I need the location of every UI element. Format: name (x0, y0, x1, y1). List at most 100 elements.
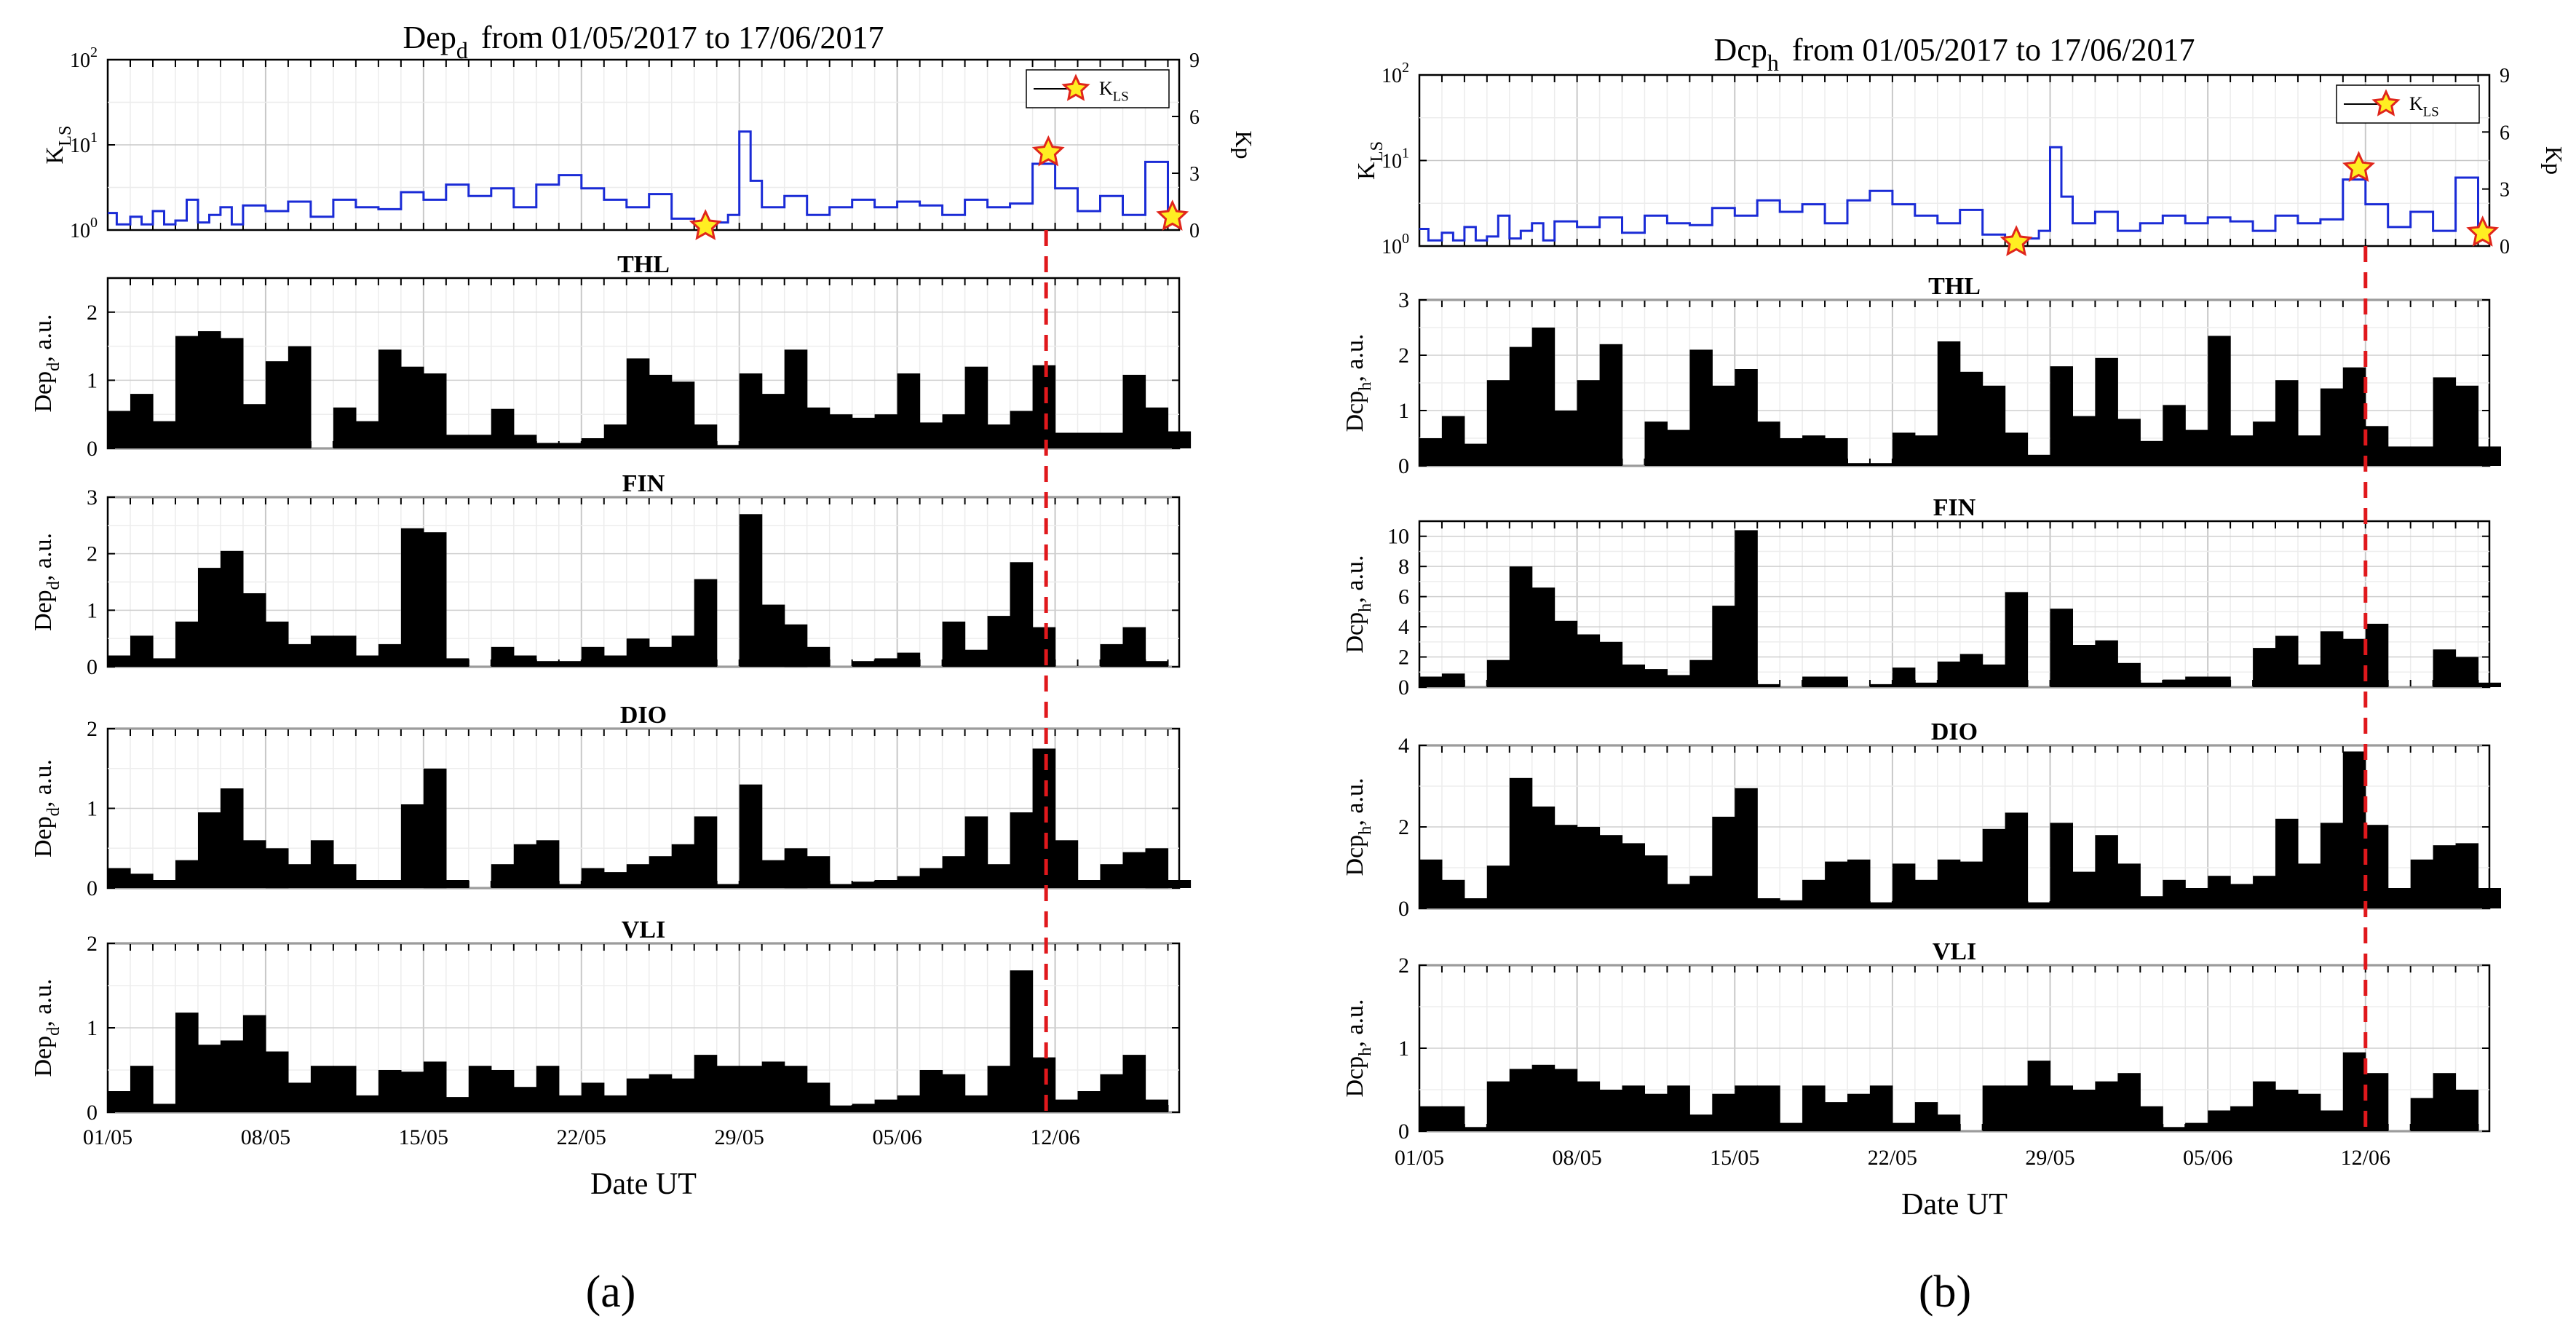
station-ytick-label: 1 (87, 368, 98, 392)
chart-title: Depd from 01/05/2017 to 17/06/2017 (403, 20, 884, 63)
station-ylabel: Dcph, a.u. (1341, 778, 1375, 876)
bar-thl (739, 373, 763, 448)
kp-ylabel-main: K (41, 146, 68, 165)
bar-fin (2297, 664, 2321, 687)
bar-dio (671, 844, 695, 888)
bar-dio (445, 880, 469, 888)
x-tick-label: 08/05 (1552, 1146, 1601, 1170)
bar-thl (1100, 432, 1124, 448)
station-ytick-label: 2 (1398, 954, 1409, 978)
bar-thl (2455, 385, 2479, 466)
bar-vli (2297, 1093, 2321, 1131)
kp-left-tick-base: 10 (1382, 236, 1402, 258)
bar-thl (2163, 405, 2186, 466)
station-ytick-label: 4 (1398, 734, 1409, 758)
station-ytick-label: 0 (1398, 897, 1409, 921)
x-tick-label: 22/05 (557, 1125, 606, 1149)
station-ytick-label: 4 (1398, 615, 1409, 639)
bar-thl (445, 435, 469, 448)
bar-thl (1667, 429, 1690, 466)
kp-y2label: Kp (2541, 146, 2567, 175)
bar-thl (2140, 440, 2163, 466)
bar-vli (807, 1082, 831, 1112)
bar-vli (2253, 1081, 2276, 1131)
bar-fin (265, 621, 289, 667)
station-name: FIN (1933, 494, 1976, 521)
station-ylabel: Depd, a.u. (30, 979, 63, 1077)
bar-dio (603, 872, 627, 888)
bar-dio (1554, 825, 1578, 908)
bar-fin (445, 658, 469, 667)
kp-left-tick-label: 102 (1382, 60, 1409, 87)
bar-dio (1667, 884, 1690, 908)
station-ylabel-main: Dep (30, 371, 57, 413)
bar-dio (513, 844, 537, 888)
bar-vli (1509, 1069, 1533, 1131)
bar-thl (784, 349, 808, 448)
chart-title: Dcph from 01/05/2017 to 17/06/2017 (1714, 32, 2195, 76)
bar-dio (2478, 888, 2501, 908)
kls-legend-label: KLS (2409, 93, 2439, 119)
bar-thl (2027, 454, 2051, 466)
bar-fin (2163, 679, 2186, 687)
bar-dio (739, 784, 763, 888)
bar-fin (1937, 661, 1961, 687)
bar-thl (130, 394, 154, 448)
kp-y2label: Kp (1231, 130, 1257, 159)
kp-series-line (1419, 146, 2489, 242)
x-tick-label: 05/06 (2183, 1146, 2232, 1170)
bar-thl (2208, 336, 2231, 466)
bar-thl (198, 331, 221, 448)
kp-left-tick-base: 10 (70, 220, 90, 242)
bar-dio (1122, 852, 1146, 888)
bar-thl (1464, 443, 1488, 466)
kp-left-tick-label: 102 (70, 44, 98, 72)
bar-vli (626, 1078, 650, 1112)
bar-dio (2208, 876, 2231, 908)
bar-thl (852, 417, 876, 448)
bar-thl (1599, 344, 1623, 466)
station-ytick-label: 10 (1387, 525, 1409, 549)
x-tick-label: 29/05 (715, 1125, 764, 1149)
bar-vli (2095, 1081, 2118, 1131)
bar-thl (513, 435, 537, 448)
bar-dio (2253, 876, 2276, 908)
bar-vli (874, 1099, 898, 1112)
bar-fin (355, 655, 379, 667)
kp-ylabel-main: K (1353, 162, 1380, 180)
bar-thl (716, 445, 740, 448)
bar-vli (400, 1071, 424, 1112)
bar-dio (1509, 777, 1533, 908)
kls-legend-label-sub: LS (1113, 89, 1129, 104)
bar-vli (1010, 970, 1034, 1112)
bar-dio (829, 884, 853, 888)
bar-dio (175, 860, 199, 888)
station-ytick-label: 1 (87, 598, 98, 622)
bar-dio (1982, 828, 2006, 908)
bar-vli (153, 1104, 176, 1112)
bar-thl (2410, 446, 2434, 466)
x-tick-label: 01/05 (83, 1125, 132, 1149)
bar-dio (1441, 879, 1465, 908)
bar-vli (2050, 1085, 2073, 1131)
bar-fin (1554, 620, 1578, 687)
bar-fin (1509, 566, 1533, 687)
bar-fin (2365, 623, 2389, 687)
bar-vli (581, 1082, 605, 1112)
x-tick-label: 01/05 (1395, 1146, 1444, 1170)
station-ylabel-sub: h (1355, 826, 1375, 835)
bar-dio (1168, 880, 1192, 888)
bar-thl (626, 358, 650, 448)
bar-thl (1531, 328, 1555, 466)
bar-thl (1486, 380, 1510, 466)
bar-vli (942, 1074, 966, 1112)
bar-vli (2410, 1098, 2434, 1131)
station-ylabel-sub: d (44, 363, 63, 371)
station-ytick-label: 1 (87, 1016, 98, 1040)
bar-thl (288, 346, 312, 448)
bar-dio (716, 884, 740, 888)
station-ytick-label: 0 (1398, 676, 1409, 700)
bar-dio (2050, 823, 2073, 908)
bar-thl (1554, 411, 1578, 466)
bar-dio (761, 860, 785, 888)
